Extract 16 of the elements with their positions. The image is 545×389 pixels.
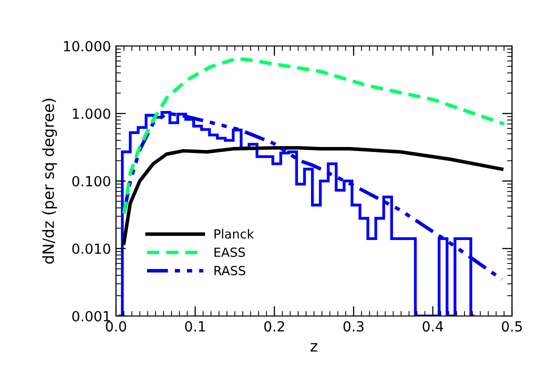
x-tick-label: 0.3 [343,321,364,332]
x-tick-label: 0.1 [185,321,205,332]
y-tick-label: 10.000 [64,40,110,52]
y-axis-title: dN/dz (per sq degree) [42,98,57,264]
x-axis-title: z [310,343,318,352]
x-tick-label: 0.2 [264,321,284,332]
legend-label: RASS [214,266,246,276]
x-tick-label: 0.0 [106,321,126,332]
y-tick-label: 0.001 [72,310,110,322]
legend-label: Planck [214,228,254,239]
y-tick-label: 0.100 [72,176,110,186]
legend-label: EASS [214,248,245,257]
y-tick-label: 1.000 [72,108,110,119]
x-tick-label: 0.5 [502,321,522,332]
x-tick-label: 0.4 [422,321,444,332]
y-tick-label: 0.010 [72,243,110,254]
